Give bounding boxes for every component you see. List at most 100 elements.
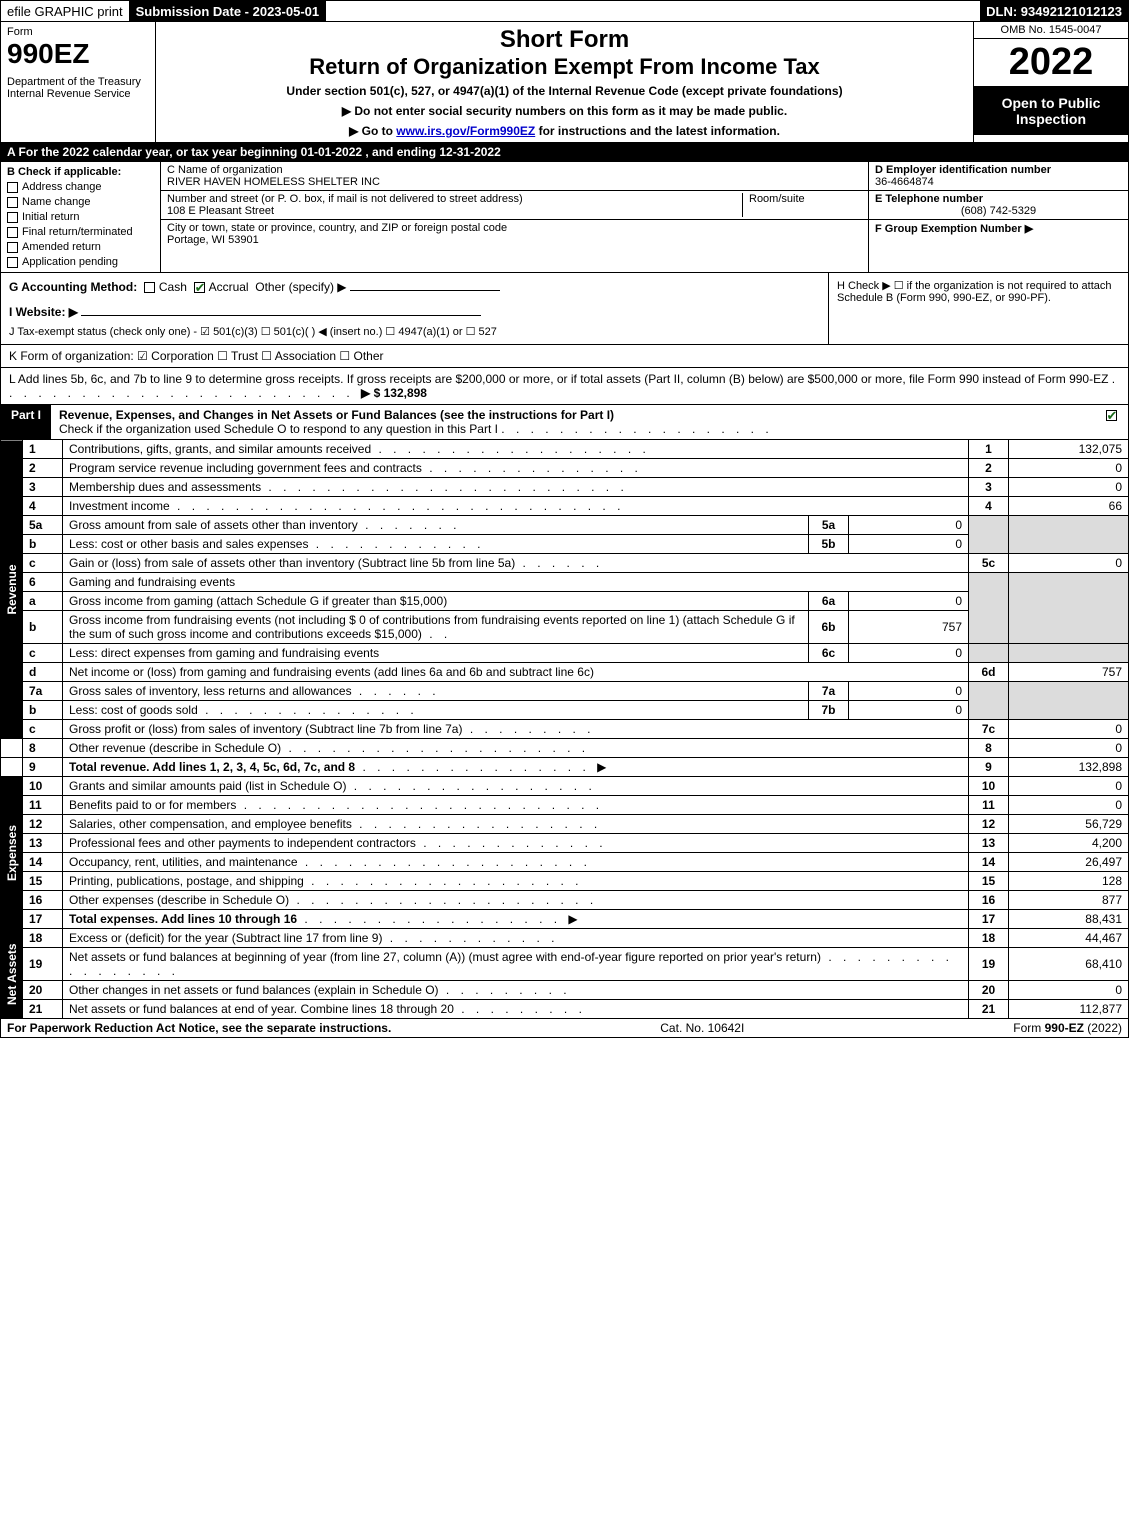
line-5a-subval: 0 [849, 516, 969, 535]
j-tax-exempt: J Tax-exempt status (check only one) - ☑… [9, 325, 820, 338]
line-4-num: 4 [23, 497, 63, 516]
line-19-num: 19 [23, 948, 63, 981]
note-goto: ▶ Go to www.irs.gov/Form990EZ for instru… [162, 124, 967, 138]
line-15-ref: 15 [969, 872, 1009, 891]
checkbox-schedule-o[interactable] [1106, 410, 1117, 421]
line-12-desc: Salaries, other compensation, and employ… [63, 815, 969, 834]
line-10-ref: 10 [969, 777, 1009, 796]
note-ssn: ▶ Do not enter social security numbers o… [162, 104, 967, 118]
line-8-ref: 8 [969, 739, 1009, 758]
l-amount: ▶ $ 132,898 [361, 386, 427, 400]
line-6-desc: Gaming and fundraising events [63, 573, 969, 592]
line-2-desc: Program service revenue including govern… [63, 459, 969, 478]
lbl-amended-return: Amended return [22, 241, 101, 253]
line-1-desc: Contributions, gifts, grants, and simila… [63, 440, 969, 459]
line-5c-num: c [23, 554, 63, 573]
line-10-num: 10 [23, 777, 63, 796]
part-i-tab: Part I [1, 405, 51, 439]
irs-link[interactable]: www.irs.gov/Form990EZ [396, 124, 535, 138]
line-6-num: 6 [23, 573, 63, 592]
line-6b-subref: 6b [809, 611, 849, 644]
line-5c-amt: 0 [1009, 554, 1129, 573]
line-5b-num: b [23, 535, 63, 554]
line-7c-desc: Gross profit or (loss) from sales of inv… [63, 720, 969, 739]
col-c-org-info: C Name of organization RIVER HAVEN HOMEL… [161, 162, 868, 272]
line-3-ref: 3 [969, 478, 1009, 497]
line-13-amt: 4,200 [1009, 834, 1129, 853]
line-16-num: 16 [23, 891, 63, 910]
line-2-num: 2 [23, 459, 63, 478]
line-6c-subval: 0 [849, 644, 969, 663]
other-blank [350, 279, 500, 291]
checkbox-accrual[interactable] [194, 282, 205, 293]
lbl-other: Other (specify) ▶ [255, 280, 346, 294]
footer-right: Form 990-EZ (2022) [1013, 1021, 1122, 1035]
section-g-to-j: G Accounting Method: Cash Accrual Other … [0, 273, 1129, 345]
financial-table: Revenue 1 Contributions, gifts, grants, … [0, 440, 1129, 1019]
line-12-amt: 56,729 [1009, 815, 1129, 834]
line-6a-subref: 6a [809, 592, 849, 611]
line-11-num: 11 [23, 796, 63, 815]
line-4-ref: 4 [969, 497, 1009, 516]
line-5ab-shade-amt [1009, 516, 1129, 554]
line-7ab-shade-ref [969, 682, 1009, 720]
e-phone-label: E Telephone number [875, 193, 1122, 205]
c-room-block: Room/suite [742, 193, 862, 217]
line-2-amt: 0 [1009, 459, 1129, 478]
d-ein-row: D Employer identification number 36-4664… [869, 162, 1128, 191]
form-label: Form [7, 26, 149, 38]
part-i-dots: . . . . . . . . . . . . . . . . . . . [501, 422, 772, 436]
part-i-title: Revenue, Expenses, and Changes in Net As… [51, 405, 1098, 439]
line-9-amt: 132,898 [1009, 758, 1129, 777]
line-15-amt: 128 [1009, 872, 1129, 891]
line-5ab-shade-ref [969, 516, 1009, 554]
lbl-initial-return: Initial return [22, 211, 79, 223]
checkbox-initial-return[interactable] [7, 212, 18, 223]
checkbox-name-change[interactable] [7, 197, 18, 208]
line-16-amt: 877 [1009, 891, 1129, 910]
submission-date: Submission Date - 2023-05-01 [130, 1, 327, 21]
checkbox-address-change[interactable] [7, 182, 18, 193]
lbl-name-change: Name change [22, 196, 91, 208]
line-6c-shade-amt [1009, 644, 1129, 663]
checkbox-amended-return[interactable] [7, 242, 18, 253]
checkbox-application-pending[interactable] [7, 257, 18, 268]
ck-application-pending: Application pending [7, 256, 154, 268]
c-city-label: City or town, state or province, country… [167, 222, 862, 234]
line-16-ref: 16 [969, 891, 1009, 910]
d-ein-label: D Employer identification number [875, 164, 1122, 176]
omb-number: OMB No. 1545-0047 [974, 22, 1128, 39]
line-7c-amt: 0 [1009, 720, 1129, 739]
line-17-amt: 88,431 [1009, 910, 1129, 929]
b-title: B Check if applicable: [7, 166, 154, 178]
col-def: D Employer identification number 36-4664… [868, 162, 1128, 272]
part-i-title-text: Revenue, Expenses, and Changes in Net As… [59, 408, 614, 422]
checkbox-cash[interactable] [144, 282, 155, 293]
ck-final-return: Final return/terminated [7, 226, 154, 238]
f-group-label: F Group Exemption Number ▶ [875, 222, 1122, 235]
part-i-header: Part I Revenue, Expenses, and Changes in… [0, 405, 1129, 440]
line-6a-desc: Gross income from gaming (attach Schedul… [63, 592, 809, 611]
h-schedule-b: H Check ▶ ☐ if the organization is not r… [828, 273, 1128, 344]
c-name-value: RIVER HAVEN HOMELESS SHELTER INC [167, 176, 862, 188]
c-room-label: Room/suite [749, 193, 862, 205]
c-city-row: City or town, state or province, country… [161, 220, 868, 272]
note-goto-post: for instructions and the latest informat… [539, 124, 780, 138]
line-6-shade-ref [969, 573, 1009, 644]
line-15-num: 15 [23, 872, 63, 891]
line-7b-subref: 7b [809, 701, 849, 720]
efile-label: efile GRAPHIC print [1, 1, 130, 21]
line-6b-desc: Gross income from fundraising events (no… [63, 611, 809, 644]
line-1-num: 1 [23, 440, 63, 459]
checkbox-final-return[interactable] [7, 227, 18, 238]
part-i-subtitle: Check if the organization used Schedule … [59, 422, 498, 436]
line-8-amt: 0 [1009, 739, 1129, 758]
line-6-shade-amt [1009, 573, 1129, 644]
c-street-label: Number and street (or P. O. box, if mail… [167, 193, 742, 205]
line-7c-num: c [23, 720, 63, 739]
line-11-desc: Benefits paid to or for members . . . . … [63, 796, 969, 815]
line-8-desc: Other revenue (describe in Schedule O) .… [63, 739, 969, 758]
dln-label: DLN: 93492121012123 [980, 1, 1128, 21]
dept-line-1: Department of the Treasury [7, 76, 149, 88]
line-7ab-shade-amt [1009, 682, 1129, 720]
